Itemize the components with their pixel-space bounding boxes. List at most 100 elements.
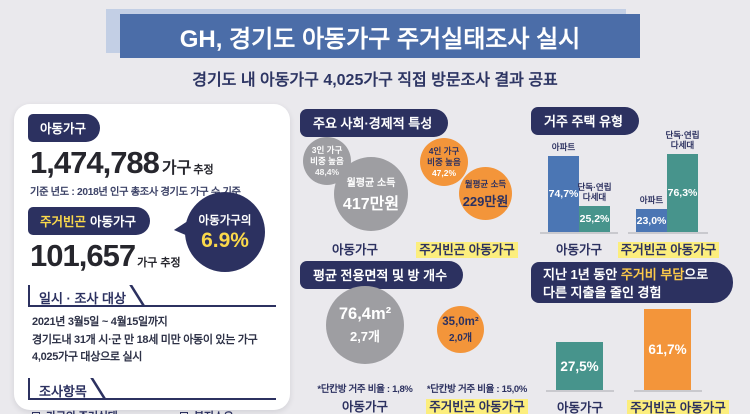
highlighted-label: 주거빈곤 아동가구 <box>416 242 518 258</box>
stat-suffix: 추정 <box>193 164 214 176</box>
checkbox-icon <box>32 411 40 414</box>
axis-baseline <box>634 390 702 392</box>
group-label-poverty: 주거빈곤 아동가구 <box>412 239 522 258</box>
group-label-child: 아동가구 <box>555 243 602 257</box>
circle-caption: 월평균 소득 <box>346 178 396 189</box>
burden-title-emphasis: 주거비 부담 <box>620 267 685 282</box>
page-title: GH, 경기도 아동가구 주거실태조사 실시 <box>179 25 581 53</box>
bar-category-line: 다세대 <box>582 192 607 203</box>
note-single-room-poverty: *단칸방 거주 비율 : 15,0% <box>426 384 528 395</box>
section-header-burden: 지난 1년 동안 주거비 부담으로 다른 지출을 줄인 경험 <box>531 262 733 303</box>
circle-text: 4인 가구 <box>428 145 460 156</box>
stat-note: 기준 년도 : 2018년 인구 총조사 경기도 가구 수 기준 <box>30 187 241 198</box>
axis-baseline <box>546 390 614 392</box>
burden-title-text: 으로 <box>684 267 709 282</box>
badge-rest: 아동가구 <box>90 215 137 229</box>
group-label-poverty: 주거빈곤 아동가구 <box>418 396 536 414</box>
circle-value: 417만원 <box>342 196 400 213</box>
circle-value: 229만원 <box>462 193 509 209</box>
survey-item-label: 가구의 주거실태 <box>46 408 118 414</box>
section-title: 조사항목 <box>28 377 111 400</box>
bar-category-label: 아파트 <box>639 195 664 206</box>
circle-poverty-4person: 4인 가구 비중 높음 47,2% <box>420 138 468 186</box>
highlighted-label: 주거빈곤 아동가구 <box>627 400 729 414</box>
bar-unit-multiplex: 단독·연립 다세대 76,3% <box>665 130 700 232</box>
ratio-bubble: 아동가구의 6.9% <box>185 192 265 272</box>
axis-baseline <box>540 232 618 234</box>
circle-rooms-value: 2,7개 <box>349 329 381 344</box>
bar-multiplex: 25,2% <box>579 206 610 232</box>
survey-items-column-right: 복지소요 가구 현황 총 5개 부문 38문항으로 구성 <box>180 408 276 414</box>
group-label-child: 아동가구 <box>556 401 603 414</box>
survey-item: 가구의 주거실태 <box>32 408 180 414</box>
burden-title-line1: 지난 1년 동안 주거비 부담으로 <box>543 266 733 284</box>
circle-value: 48,4% <box>314 167 340 178</box>
section-header-housing-type: 거주 주택 유형 <box>531 107 639 135</box>
stat-poverty-households: 101,657 가구 추정 <box>30 238 276 274</box>
bar-value-label: 23,0% <box>636 214 667 227</box>
bubble-value: 6.9% <box>201 228 249 252</box>
badge-child-households: 아동가구 <box>28 114 101 142</box>
circle-text: 비중 높음 <box>427 156 461 167</box>
survey-item-label: 복지소요 <box>194 408 234 414</box>
section-header-survey-items: 조사항목 <box>28 377 276 400</box>
bar-apartment: 74,7% <box>548 156 579 232</box>
axis-baseline <box>628 232 708 234</box>
burden-title-text: 지난 1년 동안 <box>543 267 621 282</box>
group-label-child: 아동가구 <box>331 243 378 257</box>
bar-category-label: 단독·연립 다세대 <box>577 182 611 203</box>
schedule-lines: 2021년 3월5일 ~ 4월15일까지 경기도내 31개 시·군 만 18세 … <box>32 314 276 367</box>
bar-category-line: 단독·연립 <box>577 181 612 192</box>
bar-unit-multiplex: 단독·연립 다세대 25,2% <box>577 182 612 232</box>
burden-title-line2: 다른 지출을 줄인 경험 <box>543 284 662 300</box>
badge-poverty-households: 주거빈곤 아동가구 <box>28 207 151 235</box>
bar-burden-child: 27,5% <box>556 342 603 390</box>
survey-item: 복지소요 <box>180 408 276 414</box>
group-label-poverty: 주거빈곤 아동가구 <box>622 397 734 414</box>
bar-apartment: 23,0% <box>636 209 667 232</box>
bubble-caption: 아동가구의 <box>198 214 252 227</box>
survey-items-column-left: 가구의 주거실태 가구의 주거비 부담과 지출 건강과 교육 <box>32 408 180 414</box>
section-header-area-rooms: 평균 전용면적 및 방 개수 <box>300 261 464 289</box>
stat-unit: 가구 <box>161 160 192 177</box>
highlighted-label: 주거빈곤 아동가구 <box>426 399 528 414</box>
stat-suffix: 가구 추정 <box>137 257 181 269</box>
stat-value: 1,474,788 <box>30 145 160 180</box>
stats-card: 아동가구 1,474,788 가구 추정 기준 년도 : 2018년 인구 총조사 … <box>14 104 290 414</box>
bar-group-poverty: 아파트 23,0% 단독·연립 다세대 76,3% <box>636 125 700 232</box>
circle-poverty-income: 월평균 소득 229만원 <box>459 167 512 220</box>
subtitle: 경기도 내 아동가구 4,025가구 직접 방문조사 결과 공표 <box>192 72 558 89</box>
group-label-child: 아동가구 <box>341 400 388 414</box>
circle-area-value: 76,4m² <box>338 305 392 323</box>
stat-value: 101,657 <box>30 238 136 273</box>
schedule-line: 경기도내 31개 시·군 만 18세 미만 아동이 있는 가구 <box>32 333 258 346</box>
schedule-line: 2021년 3월5일 ~ 4월15일까지 <box>32 316 168 328</box>
bar-group-child: 아파트 74,7% 단독·연립 다세대 25,2% <box>548 125 612 232</box>
bar-unit-apartment: 아파트 74,7% <box>548 142 579 232</box>
bar-burden-poverty: 61,7% <box>644 309 691 390</box>
survey-items: 가구의 주거실태 가구의 주거비 부담과 지출 건강과 교육 복지소요 가구 현… <box>32 408 276 414</box>
section-title: 일시 · 조사 대상 <box>28 285 150 307</box>
circle-text: 비중 높음 <box>310 155 344 166</box>
bar-category-line: 단독·연립 <box>665 129 700 140</box>
stat-child-households: 1,474,788 가구 추정 <box>30 145 276 181</box>
bar-category-label: 아파트 <box>551 142 576 153</box>
bar-value-label: 74,7% <box>548 188 579 200</box>
section-header-socioeconomic: 주요 사회·경제적 특성 <box>300 109 449 137</box>
bar-value-label: 76,3% <box>667 187 698 199</box>
circle-caption: 월평균 소득 <box>464 178 507 189</box>
group-label-poverty: 주거빈곤 아동가구 <box>616 239 721 258</box>
circle-child-area: 76,4m² 2,7개 <box>326 286 404 364</box>
bar-category-label: 단독·연립 다세대 <box>665 130 699 151</box>
bar-value-label: 27,5% <box>560 358 599 374</box>
badge-em: 주거빈곤 <box>40 215 87 229</box>
bar-value-label: 25,2% <box>579 213 610 225</box>
highlighted-label: 주거빈곤 아동가구 <box>617 242 720 258</box>
bar-category-line: 다세대 <box>670 140 695 151</box>
schedule-line: 4,025가구 대상으로 실시 <box>32 351 143 364</box>
bar-multiplex: 76,3% <box>667 154 698 232</box>
section-header-schedule: 일시 · 조사 대상 <box>28 285 276 307</box>
circle-value: 47,2% <box>431 168 457 179</box>
bar-unit-apartment: 아파트 23,0% <box>636 195 667 232</box>
